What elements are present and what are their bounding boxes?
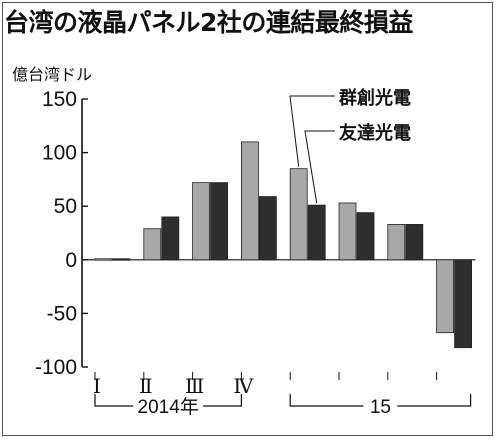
bar-series1 xyxy=(240,141,259,261)
bar-series2 xyxy=(356,212,375,261)
bar-series2 xyxy=(454,259,473,349)
legend-leader-line xyxy=(289,95,335,167)
bar-layer xyxy=(94,141,473,349)
y-tick-label: 100 xyxy=(42,142,77,165)
y-tick-label: -50 xyxy=(47,302,77,325)
bar-series2 xyxy=(258,196,277,261)
chart-title: 台湾の液晶パネル2社の連結最終損益 xyxy=(4,8,413,37)
bar-series1 xyxy=(436,259,455,334)
bar-series1 xyxy=(192,182,211,261)
y-tick-label: 150 xyxy=(42,88,77,111)
legend-leader-line xyxy=(304,130,335,204)
bar-series1 xyxy=(143,228,162,261)
year-label: 2014年 xyxy=(138,396,199,418)
x-category-layer: Ⅰ Ⅱ Ⅲ Ⅳ 2014年 15 xyxy=(93,372,472,418)
y-tick-label: -100 xyxy=(35,356,77,379)
y-tick-label: 50 xyxy=(54,195,77,218)
year-label: 15 xyxy=(370,397,391,418)
y-tick-label: 0 xyxy=(65,249,77,272)
bar-series1 xyxy=(94,258,113,261)
x-category-label: Ⅰ xyxy=(93,374,101,398)
bar-series2 xyxy=(210,182,229,261)
bar-series2 xyxy=(112,258,131,261)
y-unit-label: 億台湾ドル xyxy=(12,65,92,84)
bar-series1 xyxy=(338,202,357,261)
bar-series1 xyxy=(289,168,308,261)
bar-series2 xyxy=(161,216,180,261)
legend-label: 友達光電 xyxy=(339,122,411,144)
x-category-label: Ⅲ xyxy=(185,374,204,398)
bar-series1 xyxy=(387,224,406,261)
bar-series2 xyxy=(405,224,424,261)
x-category-label: Ⅳ xyxy=(233,374,254,398)
axis-layer: 150 100 50 0 -50 -100 xyxy=(35,88,476,379)
bar-series2 xyxy=(307,204,326,261)
legend-label: 群創光電 xyxy=(339,87,411,109)
year-label-bg xyxy=(363,394,398,418)
year-label-bg xyxy=(133,394,204,418)
x-category-label: Ⅱ xyxy=(139,374,153,398)
